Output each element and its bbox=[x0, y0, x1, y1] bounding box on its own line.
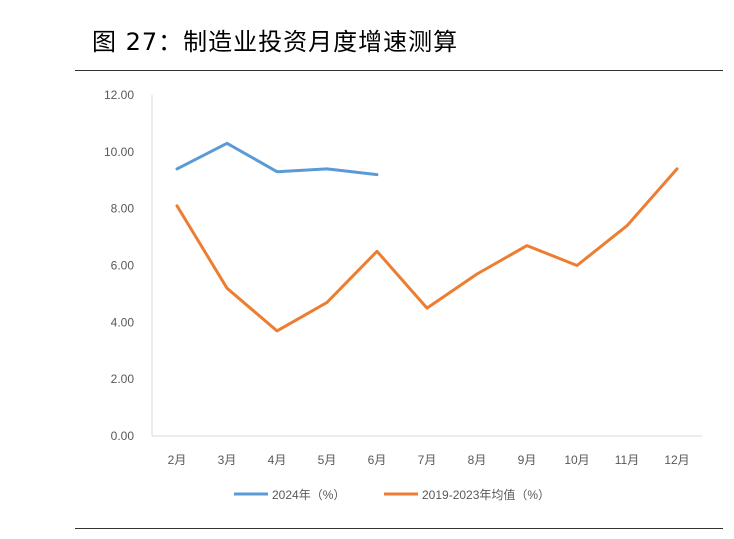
x-tick-label: 5月 bbox=[318, 453, 337, 467]
series-line-2024 bbox=[175, 141, 379, 177]
bottom-rule bbox=[75, 528, 723, 529]
series-lines bbox=[175, 141, 679, 333]
x-tick-label: 12月 bbox=[664, 453, 689, 467]
x-tick-label: 2月 bbox=[168, 453, 187, 467]
y-tick-label: 2.00 bbox=[111, 372, 135, 386]
chart-axes bbox=[151, 95, 702, 437]
x-tick-label: 11月 bbox=[615, 453, 639, 467]
y-tick-labels: 0.00 2.00 4.00 6.00 8.00 10.00 12.00 bbox=[104, 88, 134, 443]
figure-title: 图 27：制造业投资月度增速测算 bbox=[92, 28, 459, 56]
x-tick-label: 7月 bbox=[418, 453, 437, 467]
x-tick-label: 3月 bbox=[218, 453, 237, 467]
x-tick-labels: 2月 3月 4月 5月 6月 7月 8月 9月 10月 11月 12月 bbox=[168, 453, 690, 467]
y-tick-label: 8.00 bbox=[111, 202, 135, 216]
chart-legend: 2024年（%） 2019-2023年均值（%） bbox=[234, 487, 550, 502]
top-rule bbox=[75, 70, 723, 71]
x-tick-label: 10月 bbox=[564, 453, 589, 467]
y-tick-label: 12.00 bbox=[104, 88, 134, 102]
y-tick-label: 6.00 bbox=[111, 259, 135, 273]
x-tick-label: 6月 bbox=[368, 453, 387, 467]
legend-item-avg-label: 2019-2023年均值（%） bbox=[422, 487, 550, 502]
legend-item-2024-label: 2024年（%） bbox=[272, 488, 345, 502]
x-tick-label: 8月 bbox=[468, 453, 487, 467]
x-tick-label: 9月 bbox=[518, 453, 537, 467]
series-line-2019-2023-avg bbox=[175, 167, 679, 333]
y-tick-label: 10.00 bbox=[104, 145, 134, 159]
y-tick-label: 4.00 bbox=[111, 315, 135, 329]
y-tick-label: 0.00 bbox=[111, 429, 135, 443]
x-tick-label: 4月 bbox=[268, 453, 287, 467]
